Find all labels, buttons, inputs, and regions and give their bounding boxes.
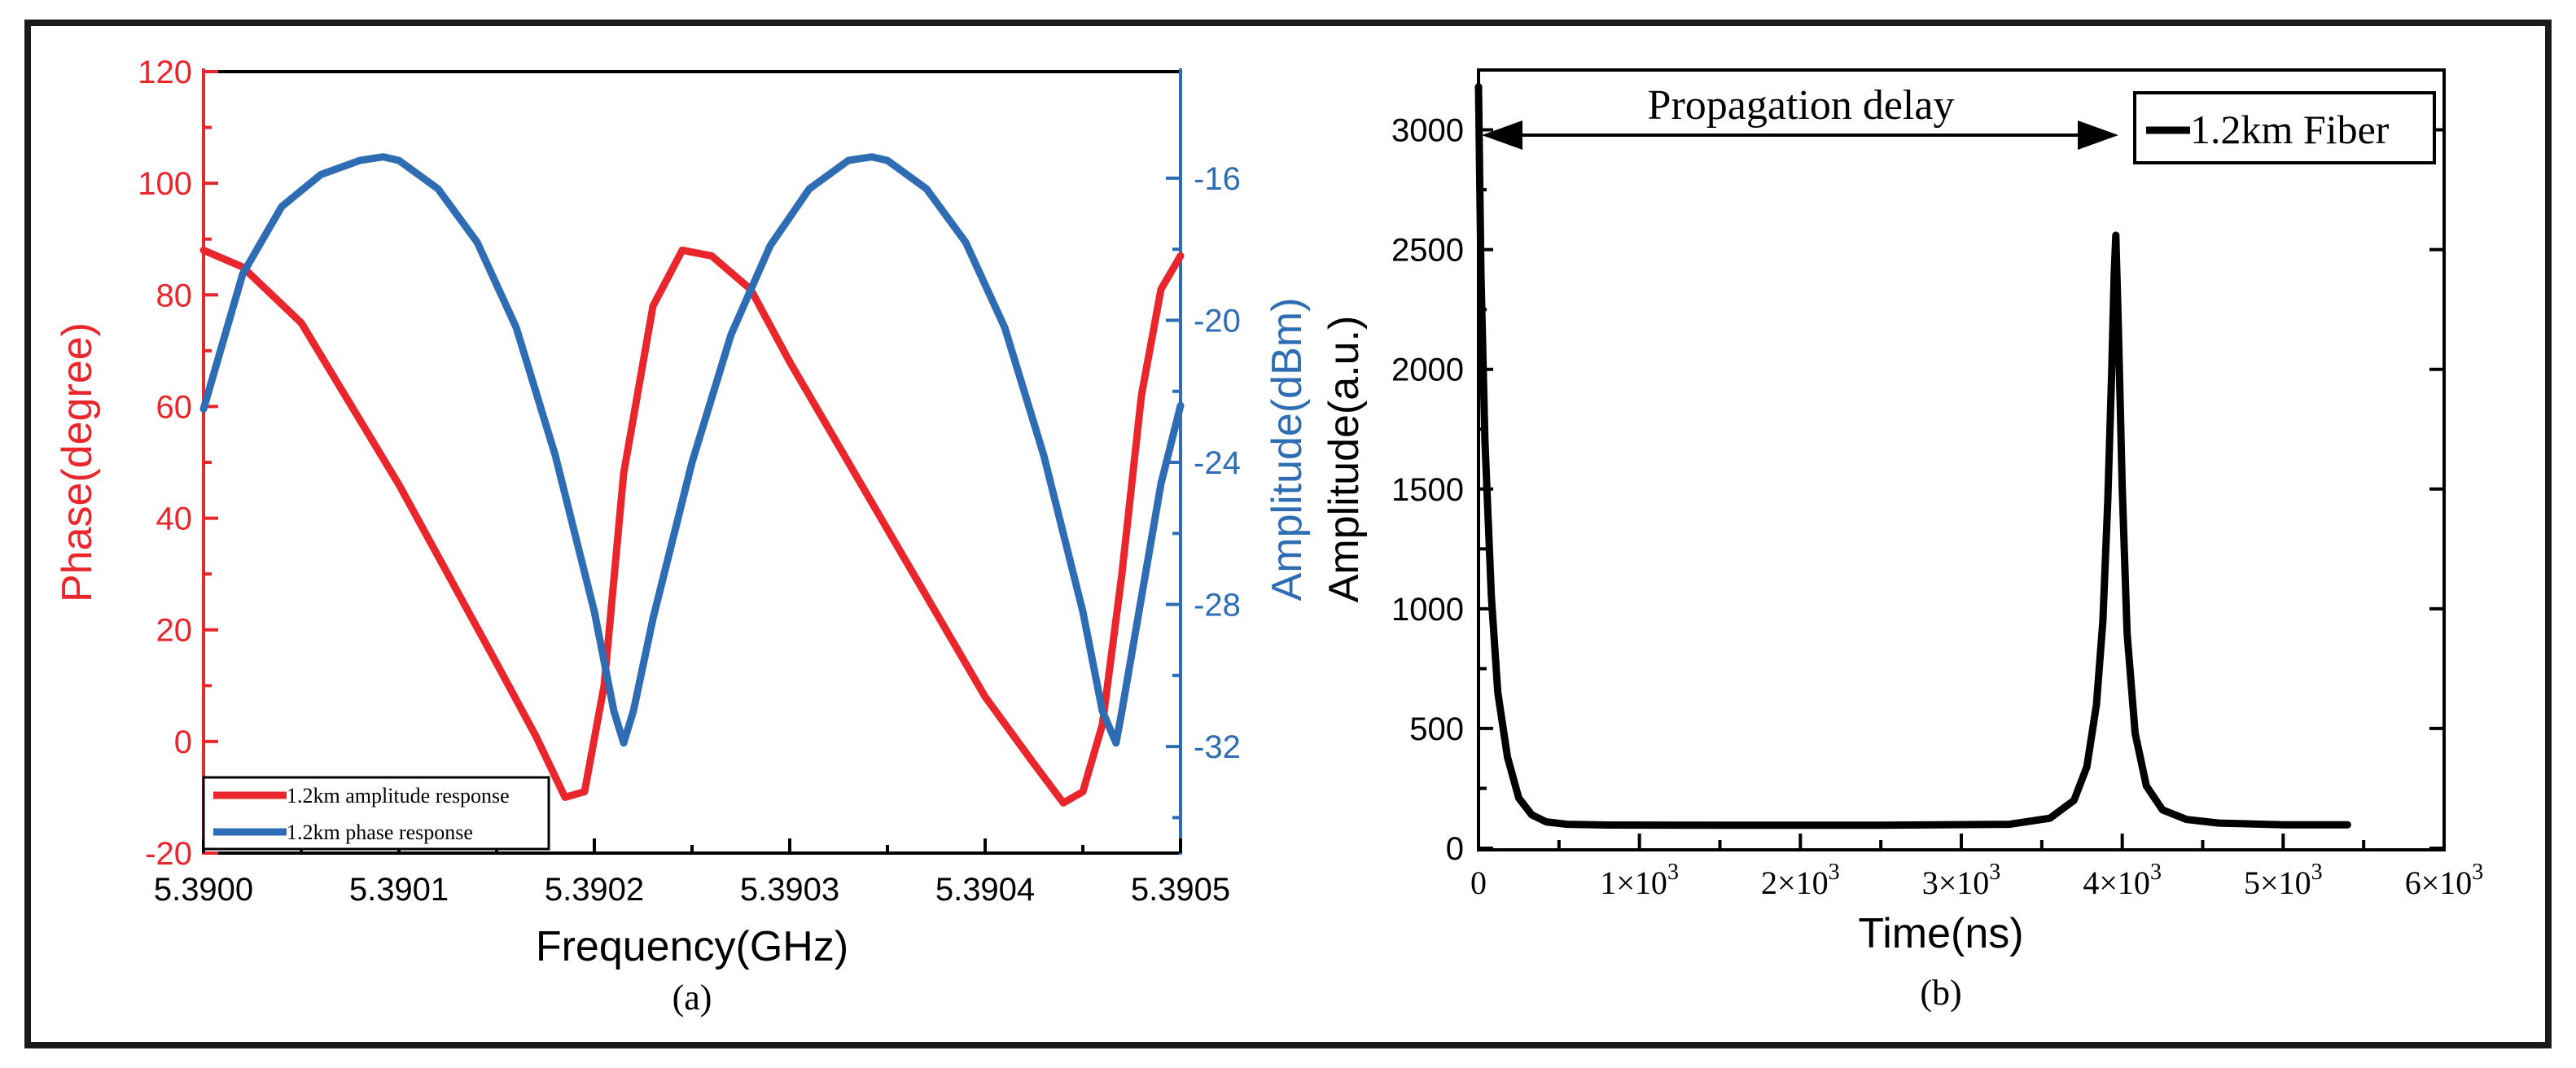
y-tick-label: 0 [1446, 831, 1464, 867]
x-tick-label: 2×103 [1761, 860, 1840, 901]
panel-b-ticks: 0 500 1000 1500 2000 2500 3000 0 1×103 2×103 3×103… [1391, 113, 2483, 901]
x-tick-label: 0 [1470, 864, 1487, 901]
y-left-tick-label: 120 [138, 55, 192, 90]
y-left-tick-label: 80 [156, 278, 193, 313]
y-right-tick-label: -24 [1194, 445, 1241, 481]
y-left-tick-label: 60 [156, 389, 193, 425]
panel-b-chart: 0 500 1000 1500 2000 2500 3000 0 1×103 2×103 3×103… [1321, 68, 2483, 1013]
y-left-tick-label: -20 [145, 836, 192, 872]
x-tick-label: 1×103 [1600, 860, 1679, 901]
panel-b-caption: (b) [1920, 973, 1961, 1013]
panel-b-legend: 1.2km Fiber [2133, 91, 2436, 164]
panel-a-series [199, 153, 1185, 807]
x-tick-label: 5×103 [2244, 860, 2323, 901]
y-right-tick-label: -16 [1194, 161, 1241, 197]
panel-a-legend: 1.2km amplitude response 1.2km phase res… [202, 776, 550, 851]
y-left-tick-label: 100 [138, 166, 192, 202]
propagation-delay-annotation: Propagation delay [1482, 82, 2118, 150]
y-left-tick-label: 20 [156, 613, 193, 649]
x-tick-label: 5.3905 [1131, 872, 1230, 908]
legend-label-fiber: 1.2km Fiber [2190, 107, 2390, 152]
x-tick-label: 5.3903 [740, 872, 839, 908]
x-tick-label: 5.3901 [349, 872, 449, 908]
legend-label-phase: 1.2km phase response [287, 821, 473, 844]
y-tick-label: 3000 [1391, 113, 1464, 149]
panel-a-x-title: Frequency(GHz) [536, 923, 848, 970]
x-tick-label: 5.3900 [154, 872, 253, 908]
outer-frame [24, 20, 2552, 1048]
x-tick-label: 3×103 [1922, 860, 2001, 901]
y-left-tick-label: 0 [174, 724, 192, 760]
propagation-delay-label: Propagation delay [1648, 82, 1955, 129]
arrow-head-right [2078, 120, 2118, 150]
panel-b-x-title: Time(ns) [1858, 910, 2023, 957]
y-tick-label: 1500 [1391, 472, 1464, 508]
x-tick-label: 6×103 [2405, 860, 2484, 901]
panel-a-y-right-title: Amplitude(dBm) [1264, 298, 1311, 602]
y-left-tick-label: 40 [156, 501, 193, 537]
panel-a-caption: (a) [672, 978, 712, 1018]
panel-b-series [1474, 83, 2351, 829]
panel-b-plot-box [1477, 68, 2446, 851]
panel-a-legend-box [202, 776, 550, 851]
y-right-tick-label: -28 [1194, 588, 1241, 624]
panel-b-y-title: Amplitude(a.u.) [1321, 316, 1368, 603]
panel-a-y-left-title: Phase(degree) [54, 322, 101, 602]
series-fiber-pulse-line [1474, 83, 2351, 829]
y-right-tick-label: -20 [1194, 303, 1241, 339]
y-tick-label: 2000 [1391, 352, 1464, 388]
x-tick-label: 5.3902 [545, 872, 644, 908]
panel-a-ticks: -20 0 20 40 60 80 100 120 -16 -20 -24 -28 -32 5.3900 5… [138, 55, 1241, 908]
x-tick-label: 4×103 [2083, 860, 2162, 901]
y-tick-label: 500 [1409, 711, 1464, 747]
series-amplitude-response-line [199, 246, 1185, 807]
y-right-tick-label: -32 [1194, 729, 1241, 765]
panel-a-chart: -20 0 20 40 60 80 100 120 -16 -20 -24 -28 -32 5.3900 5… [54, 55, 1311, 1018]
x-tick-label: 5.3904 [935, 872, 1035, 908]
arrow-head-left [1482, 120, 1522, 150]
series-phase-response-line [199, 153, 1185, 747]
legend-label-amplitude: 1.2km amplitude response [287, 784, 510, 808]
y-tick-label: 2500 [1391, 233, 1464, 269]
y-tick-label: 1000 [1391, 592, 1464, 628]
